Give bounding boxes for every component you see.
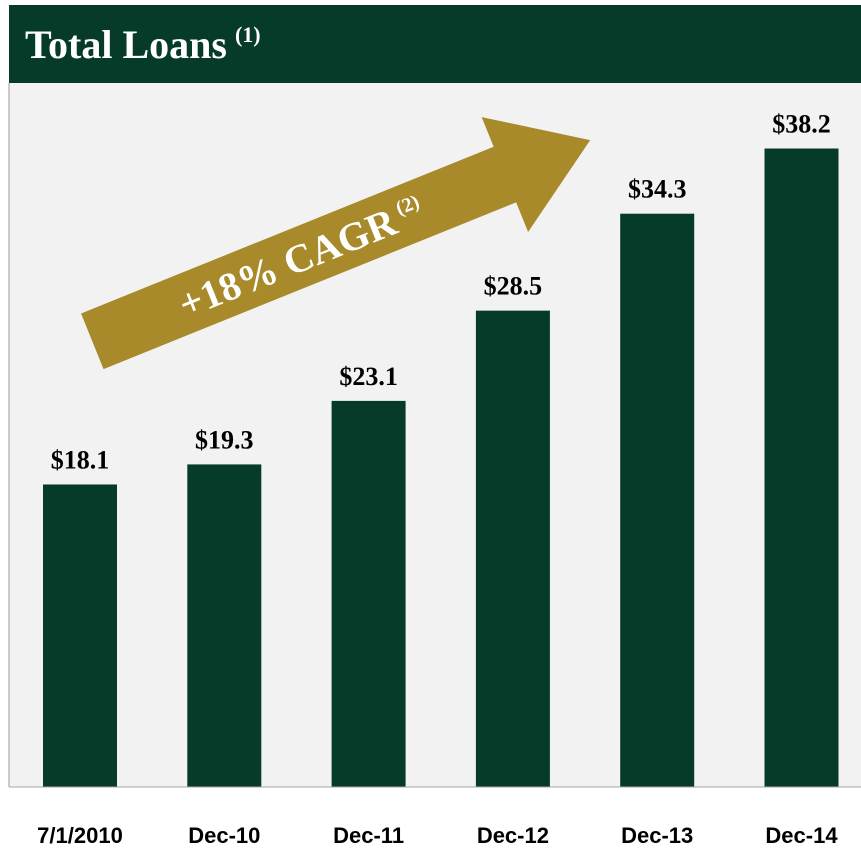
chart-title: Total Loans (1) — [25, 22, 261, 67]
value-label: $19.3 — [195, 425, 254, 454]
x-tick-label: 7/1/2010 — [37, 823, 123, 848]
x-tick-label: Dec-14 — [765, 823, 838, 848]
bar — [764, 148, 839, 787]
bar — [331, 400, 406, 787]
value-label: $28.5 — [484, 272, 543, 301]
bar — [620, 213, 695, 787]
title-superscript: (1) — [235, 22, 261, 47]
value-label: $23.1 — [339, 362, 398, 391]
title-text: Total Loans — [25, 22, 227, 67]
x-tick-label: Dec-13 — [621, 823, 693, 848]
x-tick-label: Dec-10 — [188, 823, 260, 848]
value-label: $38.2 — [772, 110, 831, 139]
bar — [475, 310, 550, 787]
header-band — [9, 5, 861, 83]
value-label: $34.3 — [628, 175, 687, 204]
bar — [187, 464, 262, 787]
arrow-shape — [81, 117, 591, 370]
x-tick-label: Dec-12 — [477, 823, 549, 848]
value-label: $18.1 — [51, 445, 110, 474]
x-tick-label: Dec-11 — [333, 823, 404, 848]
bar — [43, 484, 117, 787]
